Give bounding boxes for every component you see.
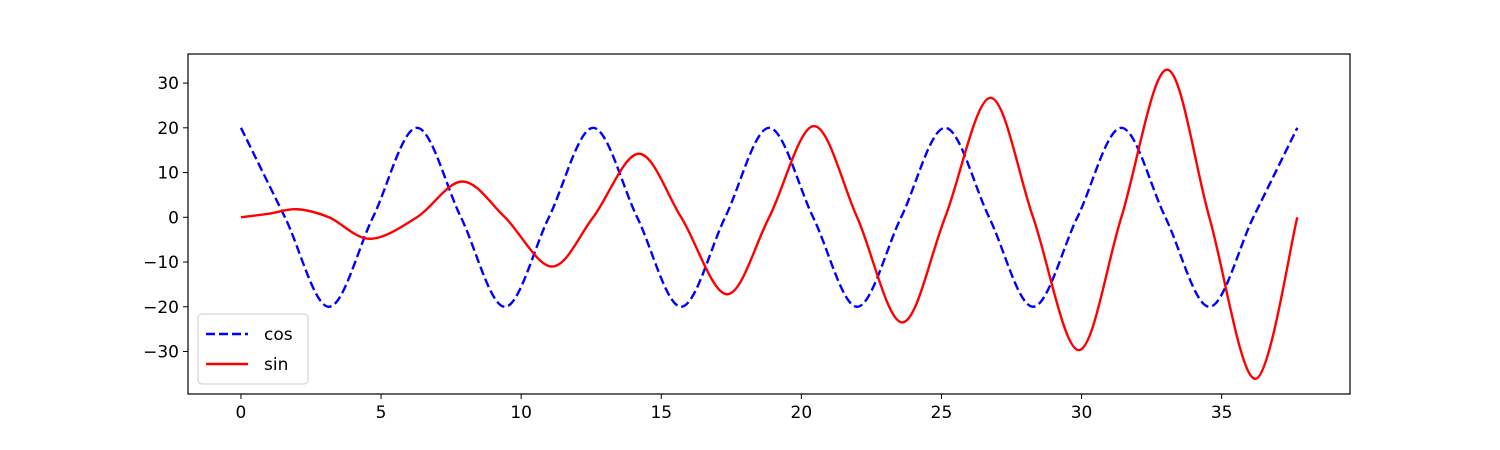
legend: cos sin — [197, 313, 309, 385]
x-tick-label: 10 — [510, 403, 532, 423]
x-tick-label: 35 — [1211, 403, 1233, 423]
x-tick-label: 30 — [1071, 403, 1093, 423]
x-axis: 0 5 10 15 20 25 30 35 — [236, 394, 1233, 423]
legend-label-cos: cos — [264, 325, 293, 345]
plot-frame — [187, 53, 1351, 395]
y-tick-label: −20 — [143, 298, 179, 318]
series-line-sin — [240, 68, 1299, 380]
x-tick-label: 5 — [376, 403, 387, 423]
x-tick-label: 15 — [650, 403, 672, 423]
series-layer — [239, 68, 1299, 380]
y-axis: −30 −20 −10 0 10 20 30 — [143, 74, 188, 363]
x-tick-label: 0 — [236, 403, 247, 423]
y-tick-label: 10 — [157, 164, 179, 184]
plot-background — [188, 54, 1350, 394]
legend-box — [197, 313, 309, 385]
y-tick-label: 0 — [168, 208, 179, 228]
y-tick-label: −30 — [143, 343, 179, 363]
y-tick-label: 20 — [157, 119, 179, 139]
axes-frame — [187, 53, 1351, 395]
x-tick-label: 25 — [931, 403, 953, 423]
series-line-cos — [239, 126, 1299, 308]
x-tick-label: 20 — [791, 403, 813, 423]
plot-area — [188, 54, 1350, 394]
y-tick-label: 30 — [157, 74, 179, 94]
legend-label-sin: sin — [264, 355, 288, 375]
y-tick-label: −10 — [143, 253, 179, 273]
